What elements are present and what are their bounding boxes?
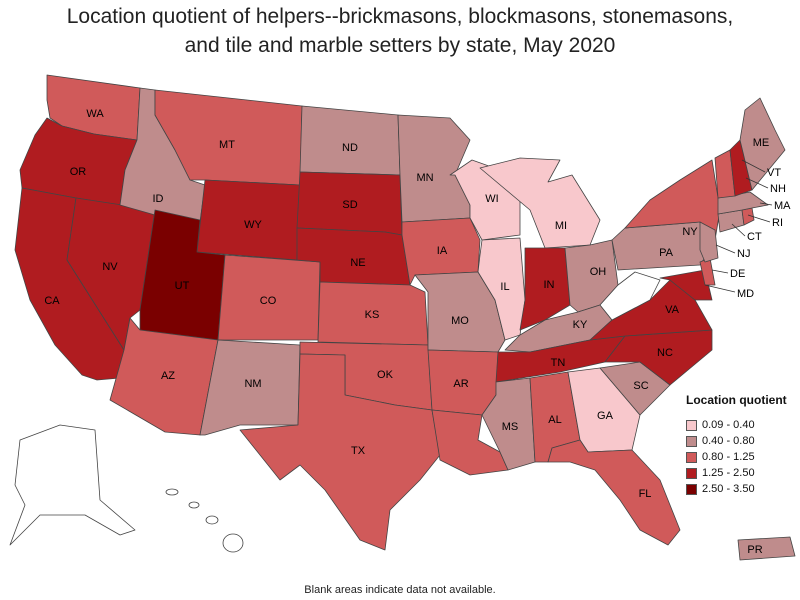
state-label-ne: NE <box>350 257 365 269</box>
state-label-az: AZ <box>161 370 175 382</box>
state-label-ok: OK <box>377 369 394 381</box>
state-label-mo: MO <box>451 315 469 327</box>
legend-label: 0.40 - 0.80 <box>702 435 755 447</box>
state-label-nj: NJ <box>737 248 750 260</box>
state-hi <box>165 488 244 553</box>
state-label-id: ID <box>153 193 164 205</box>
legend-item: 0.09 - 0.40 <box>686 417 796 433</box>
state-label-md: MD <box>737 288 754 300</box>
state-label-ar: AR <box>453 378 468 390</box>
state-label-nd: ND <box>342 142 358 154</box>
state-label-pr: PR <box>747 544 762 556</box>
state-nd[interactable] <box>299 105 401 176</box>
state-label-tx: TX <box>351 445 366 457</box>
legend-title: Location quotient <box>686 393 787 407</box>
state-label-sc: SC <box>633 380 648 392</box>
state-label-ri: RI <box>772 217 783 229</box>
state-label-oh: OH <box>590 266 607 278</box>
state-label-nh: NH <box>770 183 786 195</box>
state-label-or: OR <box>70 166 87 178</box>
state-label-de: DE <box>730 268 745 280</box>
state-ma[interactable] <box>717 191 769 215</box>
state-label-pa: PA <box>659 247 674 259</box>
legend-item: 1.25 - 2.50 <box>686 465 796 481</box>
state-label-ct: CT <box>747 231 762 243</box>
state-label-al: AL <box>548 414 561 426</box>
state-nj[interactable] <box>699 221 719 263</box>
legend-swatch <box>686 451 697 463</box>
state-ks[interactable] <box>317 281 429 346</box>
state-pr[interactable] <box>737 536 796 561</box>
state-label-ia: IA <box>437 245 448 257</box>
state-label-ks: KS <box>365 309 380 321</box>
state-label-fl: FL <box>639 488 652 500</box>
state-label-mi: MI <box>555 220 567 232</box>
legend-swatch <box>686 483 697 495</box>
state-label-sd: SD <box>342 199 357 211</box>
legend-item: 0.80 - 1.25 <box>686 449 796 465</box>
state-tx[interactable] <box>239 353 441 551</box>
map-title-line1: Location quotient of helpers--brickmason… <box>66 5 734 28</box>
state-label-va: VA <box>665 304 680 316</box>
state-label-tn: TN <box>551 357 566 369</box>
legend-item: 0.40 - 0.80 <box>686 433 796 449</box>
state-label-wi: WI <box>485 193 498 205</box>
state-label-ut: UT <box>175 280 190 292</box>
legend-rows: 0.09 - 0.40 0.40 - 0.80 0.80 - 1.25 1.25 - … <box>686 417 796 497</box>
legend-swatch <box>686 419 697 431</box>
state-label-ky: KY <box>573 319 588 331</box>
state-label-ga: GA <box>597 410 614 422</box>
state-label-me: ME <box>753 137 770 149</box>
state-label-nm: NM <box>244 378 261 390</box>
footnote: Blank areas indicate data not available. <box>304 584 496 596</box>
state-label-co: CO <box>260 295 277 307</box>
map-title: Location quotient of helpers--brickmason… <box>0 2 800 60</box>
legend: Location quotient 0.09 - 0.40 0.40 - 0.80… <box>686 393 796 497</box>
legend-label: 1.25 - 2.50 <box>702 467 755 479</box>
state-label-wa: WA <box>86 108 104 120</box>
legend-swatch <box>686 467 697 479</box>
state-label-ms: MS <box>502 421 519 433</box>
state-label-mn: MN <box>416 172 433 184</box>
state-md[interactable] <box>659 269 713 301</box>
state-label-ca: CA <box>44 295 60 307</box>
legend-label: 0.80 - 1.25 <box>702 451 755 463</box>
state-label-wy: WY <box>244 219 262 231</box>
state-label-nv: NV <box>102 261 118 273</box>
state-label-ma: MA <box>774 200 791 212</box>
map-title-line2: and tile and marble setters by state, Ma… <box>184 34 616 57</box>
state-label-vt: VT <box>767 167 781 179</box>
state-label-in: IN <box>544 279 555 291</box>
state-label-ny: NY <box>682 226 698 238</box>
legend-item: 2.50 - 3.50 <box>686 481 796 497</box>
legend-label: 0.09 - 0.40 <box>702 419 755 431</box>
state-label-mt: MT <box>219 139 235 151</box>
legend-swatch <box>686 435 697 447</box>
state-fl[interactable] <box>547 439 681 546</box>
state-mi[interactable] <box>479 157 601 249</box>
state-label-nc: NC <box>657 347 673 359</box>
state-wv[interactable] <box>599 271 661 321</box>
state-ak <box>9 424 136 546</box>
state-il[interactable] <box>477 237 526 341</box>
state-label-il: IL <box>500 281 509 293</box>
legend-label: 2.50 - 3.50 <box>702 483 755 495</box>
state-me[interactable] <box>739 97 786 191</box>
